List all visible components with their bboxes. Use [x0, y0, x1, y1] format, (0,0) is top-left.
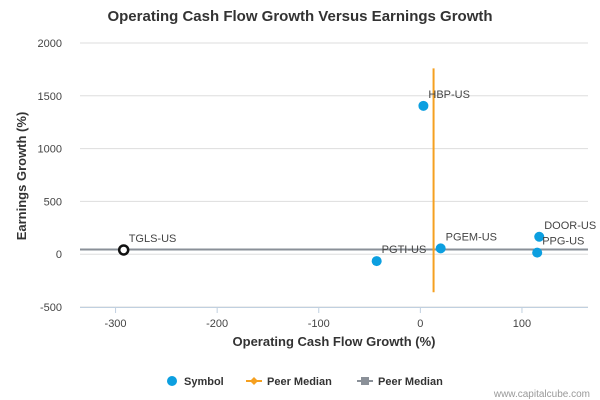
y-tick-label: -500	[40, 302, 62, 314]
legend-label: Peer Median	[267, 376, 332, 388]
y-tick-label: 1000	[38, 144, 62, 156]
axes	[80, 307, 588, 313]
point-label: PPG-US	[542, 236, 584, 248]
point-label: HBP-US	[428, 89, 470, 101]
data-point	[532, 247, 543, 258]
legend-diamond-marker	[250, 377, 258, 385]
y-tick-label: 500	[44, 196, 62, 208]
y-tick-labels: -500 0 500 1000 1500 2000	[38, 38, 62, 314]
x-tick-label: 100	[513, 318, 531, 330]
legend-square-marker	[361, 377, 369, 385]
data-point	[371, 256, 382, 267]
x-axis-title: Operating Cash Flow Growth (%)	[233, 334, 436, 349]
credit-text: www.capitalcube.com	[493, 389, 590, 400]
point-label: DOOR-US	[544, 220, 596, 232]
x-tick-label: -100	[308, 318, 330, 330]
y-tick-label: 1500	[38, 91, 62, 103]
data-points: HBP-US DOOR-US PPG-US PGEM-US PGTI-US TGLS-US	[117, 89, 596, 267]
y-axis-title: Earnings Growth (%)	[14, 112, 29, 241]
legend-label: Symbol	[184, 376, 224, 388]
grid-lines	[80, 42, 588, 308]
peer-median-lines	[80, 68, 588, 293]
x-tick-labels: -300 -200 -100 0 100	[105, 318, 532, 330]
y-tick-label: 0	[56, 249, 62, 261]
y-tick-label: 2000	[38, 38, 62, 50]
data-point	[418, 100, 429, 111]
highlighted-point	[117, 244, 130, 256]
data-point	[534, 231, 545, 242]
point-label: TGLS-US	[129, 233, 177, 245]
legend: Symbol Peer Median Peer Median	[167, 376, 443, 388]
chart-title: Operating Cash Flow Growth Versus Earnin…	[107, 8, 492, 25]
point-label: PGEM-US	[446, 231, 497, 243]
data-point	[435, 243, 446, 254]
legend-label: Peer Median	[378, 376, 443, 388]
x-tick-label: -200	[206, 318, 228, 330]
x-tick-label: 0	[417, 318, 423, 330]
legend-symbol-dot	[167, 376, 177, 386]
x-tick-label: -300	[105, 318, 127, 330]
point-label: PGTI-US	[382, 244, 427, 256]
